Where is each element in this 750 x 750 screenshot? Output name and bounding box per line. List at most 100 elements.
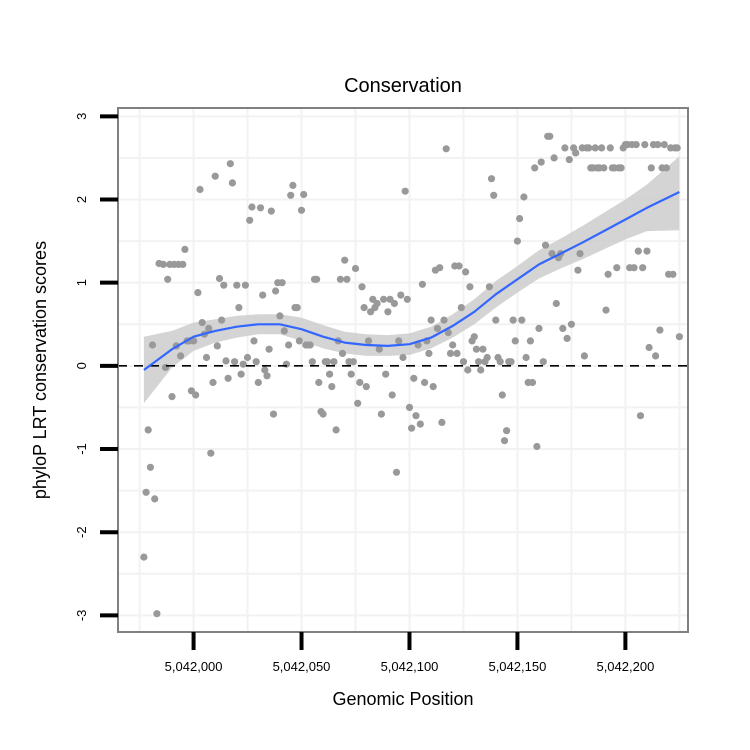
data-point bbox=[656, 326, 664, 334]
smooth-line bbox=[143, 191, 680, 371]
data-point bbox=[380, 295, 388, 303]
data-point bbox=[395, 337, 403, 345]
data-point bbox=[237, 370, 245, 378]
data-point bbox=[375, 345, 383, 353]
data-point bbox=[276, 312, 284, 320]
data-point bbox=[358, 283, 366, 291]
data-point bbox=[436, 264, 444, 272]
data-point bbox=[477, 366, 485, 374]
data-point bbox=[177, 352, 185, 360]
data-point bbox=[211, 172, 219, 180]
data-point bbox=[475, 358, 483, 366]
data-point bbox=[362, 383, 370, 391]
data-point bbox=[300, 190, 308, 199]
data-point bbox=[235, 304, 243, 312]
data-point bbox=[442, 145, 450, 153]
data-point bbox=[198, 319, 206, 327]
data-point bbox=[338, 349, 347, 357]
data-point bbox=[425, 349, 433, 357]
data-point bbox=[280, 327, 288, 335]
data-point bbox=[289, 181, 297, 189]
y-tick-label: 0 bbox=[74, 362, 89, 369]
data-point bbox=[261, 366, 269, 374]
data-point bbox=[392, 468, 401, 476]
data-point bbox=[399, 353, 407, 362]
data-points bbox=[140, 132, 684, 618]
data-point bbox=[652, 352, 660, 360]
y-axis: -3 -2 -1 0 1 2 3 bbox=[74, 113, 118, 621]
data-point bbox=[408, 424, 416, 432]
data-point bbox=[673, 144, 681, 152]
data-point bbox=[509, 316, 517, 324]
data-point bbox=[390, 299, 398, 308]
data-point bbox=[433, 324, 442, 332]
data-point bbox=[140, 553, 148, 561]
data-point bbox=[526, 337, 535, 345]
data-point bbox=[591, 144, 599, 152]
data-point bbox=[351, 264, 360, 273]
data-point bbox=[164, 275, 172, 283]
data-point bbox=[272, 287, 280, 295]
data-point bbox=[192, 391, 200, 399]
data-point bbox=[231, 358, 239, 366]
data-point bbox=[485, 283, 493, 291]
data-point bbox=[472, 345, 480, 353]
data-point bbox=[248, 203, 256, 211]
data-point bbox=[669, 270, 677, 278]
x-tick-label: 5,042,000 bbox=[165, 659, 223, 674]
data-point bbox=[563, 334, 571, 342]
data-point bbox=[617, 164, 625, 172]
data-point bbox=[319, 410, 327, 418]
data-point bbox=[293, 304, 301, 312]
data-point bbox=[218, 316, 226, 324]
data-point bbox=[364, 337, 373, 345]
data-point bbox=[207, 449, 215, 457]
data-point bbox=[388, 391, 396, 399]
data-point bbox=[153, 610, 161, 618]
data-point bbox=[520, 193, 528, 201]
data-point bbox=[263, 372, 271, 380]
data-point bbox=[416, 420, 424, 428]
data-point bbox=[194, 289, 202, 297]
data-point bbox=[161, 363, 170, 372]
data-point bbox=[190, 337, 198, 345]
data-point bbox=[159, 260, 167, 268]
x-tick-label: 5,042,200 bbox=[596, 659, 654, 674]
data-point bbox=[220, 281, 228, 289]
data-point bbox=[354, 399, 362, 407]
data-point bbox=[332, 426, 340, 434]
data-point bbox=[295, 337, 303, 345]
data-point bbox=[546, 132, 554, 140]
data-point bbox=[401, 187, 409, 195]
data-point bbox=[552, 299, 560, 308]
data-point bbox=[259, 291, 267, 299]
data-point bbox=[250, 337, 258, 345]
data-point bbox=[574, 266, 582, 274]
data-point bbox=[567, 320, 576, 328]
data-point bbox=[496, 358, 504, 366]
plot-panel bbox=[118, 108, 688, 632]
data-point bbox=[602, 306, 610, 314]
data-point bbox=[287, 191, 295, 199]
data-point bbox=[466, 283, 474, 291]
data-point bbox=[343, 275, 351, 283]
data-point bbox=[548, 250, 556, 258]
data-point bbox=[256, 204, 265, 212]
data-point bbox=[151, 495, 159, 503]
data-point bbox=[457, 304, 465, 312]
data-point bbox=[516, 215, 524, 223]
data-point bbox=[522, 353, 530, 362]
data-point bbox=[243, 353, 252, 362]
data-point bbox=[533, 442, 541, 451]
panel-border bbox=[117, 107, 689, 633]
data-point bbox=[492, 316, 500, 324]
data-point bbox=[487, 175, 496, 183]
data-point bbox=[654, 141, 662, 149]
data-point bbox=[459, 358, 468, 366]
y-tick-label: 1 bbox=[74, 279, 89, 286]
data-point bbox=[384, 308, 392, 316]
data-point bbox=[535, 324, 543, 332]
data-point bbox=[412, 412, 420, 420]
data-point bbox=[598, 144, 606, 152]
data-point bbox=[377, 410, 385, 418]
